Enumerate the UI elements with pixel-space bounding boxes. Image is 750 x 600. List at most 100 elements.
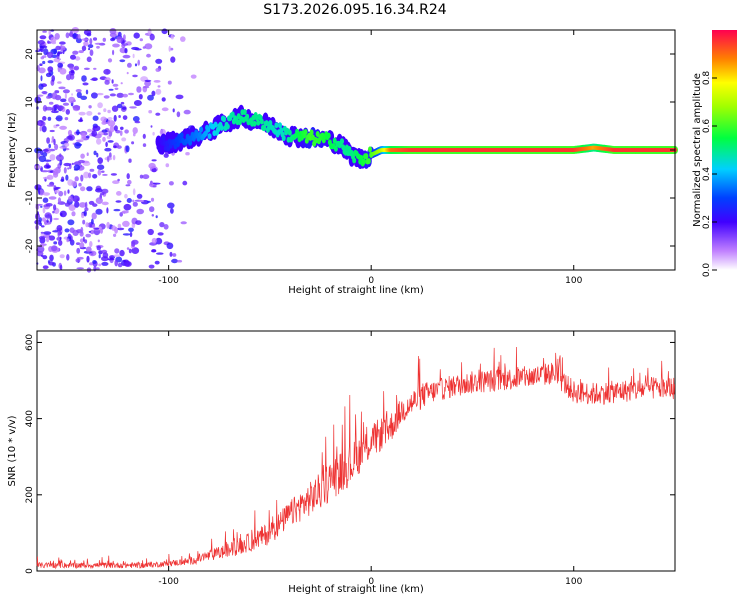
noise-cell — [111, 105, 119, 112]
noise-cell — [57, 62, 64, 68]
noise-cell — [117, 223, 122, 229]
noise-cell — [138, 200, 145, 202]
noise-cell — [34, 184, 42, 191]
noise-cell — [48, 29, 51, 36]
noise-cell — [73, 65, 80, 71]
colorbar-tick-label: 0.8 — [702, 71, 712, 86]
noise-cell — [152, 185, 157, 188]
noise-cell — [146, 200, 151, 203]
noise-cell — [88, 47, 91, 51]
noise-cell — [53, 217, 60, 221]
noise-cell — [92, 37, 98, 41]
noise-cell — [75, 242, 81, 246]
noise-cell — [51, 140, 54, 143]
noise-cell — [92, 115, 99, 121]
noise-cell — [116, 103, 123, 109]
noise-cell — [72, 50, 79, 55]
noise-cell — [55, 115, 63, 122]
noise-cell — [96, 138, 102, 145]
noise-cell — [86, 186, 93, 192]
noise-cell — [48, 143, 51, 149]
noise-cell — [70, 69, 75, 74]
noise-cell — [51, 110, 59, 114]
noise-cell — [48, 101, 54, 105]
colorbar-ticks: 0.0 0.2 0.4 0.6 0.8 — [702, 71, 717, 277]
noise-cell — [42, 55, 47, 58]
noise-cell — [176, 259, 183, 263]
ridge-cell — [359, 155, 364, 161]
noise-cell — [90, 229, 95, 235]
noise-cell — [93, 67, 97, 70]
noise-cell — [142, 85, 150, 89]
noise-cell — [104, 79, 110, 85]
noise-cell — [107, 155, 110, 163]
noise-cell — [104, 147, 112, 152]
noise-cell — [42, 207, 46, 214]
noise-cell — [71, 93, 74, 96]
ridge-cell — [230, 111, 235, 118]
noise-cell — [59, 159, 63, 166]
noise-cell — [170, 56, 176, 63]
noise-cell — [55, 154, 64, 162]
noise-cell — [57, 105, 64, 111]
noise-cell — [155, 58, 163, 64]
noise-cell — [65, 32, 70, 39]
noise-cell — [113, 125, 118, 132]
noise-cell — [120, 82, 123, 85]
noise-cell — [103, 95, 110, 99]
ridge-cell — [157, 146, 162, 153]
noise-cell — [65, 174, 69, 181]
noise-cell — [92, 203, 98, 207]
noise-cell — [155, 88, 162, 95]
noise-cell — [40, 170, 49, 173]
y-tick-label: 20 — [25, 48, 35, 60]
noise-cell — [54, 90, 60, 94]
noise-cell — [142, 143, 147, 148]
noise-cell — [40, 231, 44, 234]
noise-cell — [66, 253, 70, 261]
noise-cell — [97, 112, 101, 115]
noise-cell — [107, 58, 113, 63]
noise-cell — [81, 75, 87, 82]
noise-cell — [116, 92, 124, 98]
noise-cell — [82, 82, 89, 86]
noise-cell — [80, 174, 84, 182]
noise-cell — [115, 200, 122, 203]
noise-cell — [75, 89, 82, 93]
noise-cell — [121, 43, 129, 46]
noise-cell — [92, 260, 97, 264]
ridge-cell — [364, 153, 369, 160]
noise-cell — [156, 252, 164, 255]
noise-cell — [46, 51, 54, 59]
noise-cell — [185, 152, 190, 156]
noise-cell — [46, 184, 55, 187]
noise-cell — [111, 79, 114, 84]
noise-cell — [168, 45, 171, 52]
snr-marks — [36, 347, 675, 570]
x-tick-label: -100 — [158, 577, 179, 587]
noise-cell — [42, 152, 48, 157]
y-tick-label: 0 — [25, 147, 35, 153]
noise-cell — [89, 223, 92, 228]
noise-cell — [57, 197, 62, 205]
snr-panel: -100 0 100 0 200 400 600 Height of straight l… — [7, 330, 676, 595]
noise-cell — [119, 249, 125, 257]
noise-cell — [89, 241, 93, 248]
noise-cell — [123, 34, 126, 41]
snr-y-ticks: 0 200 400 600 — [25, 334, 675, 574]
noise-cell — [155, 237, 163, 245]
ridge-cell — [207, 133, 212, 140]
noise-cell — [82, 219, 86, 225]
noise-cell — [167, 202, 175, 209]
noise-cell — [80, 186, 86, 192]
noise-cell — [157, 232, 164, 236]
noise-cell — [190, 74, 197, 79]
noise-cell — [95, 267, 100, 270]
x-tick-label: 100 — [565, 577, 582, 587]
noise-cell — [57, 81, 62, 84]
noise-cell — [59, 125, 67, 130]
noise-cell — [172, 253, 177, 257]
noise-cell — [83, 41, 89, 47]
noise-cell — [77, 34, 81, 40]
noise-cell — [144, 79, 152, 82]
